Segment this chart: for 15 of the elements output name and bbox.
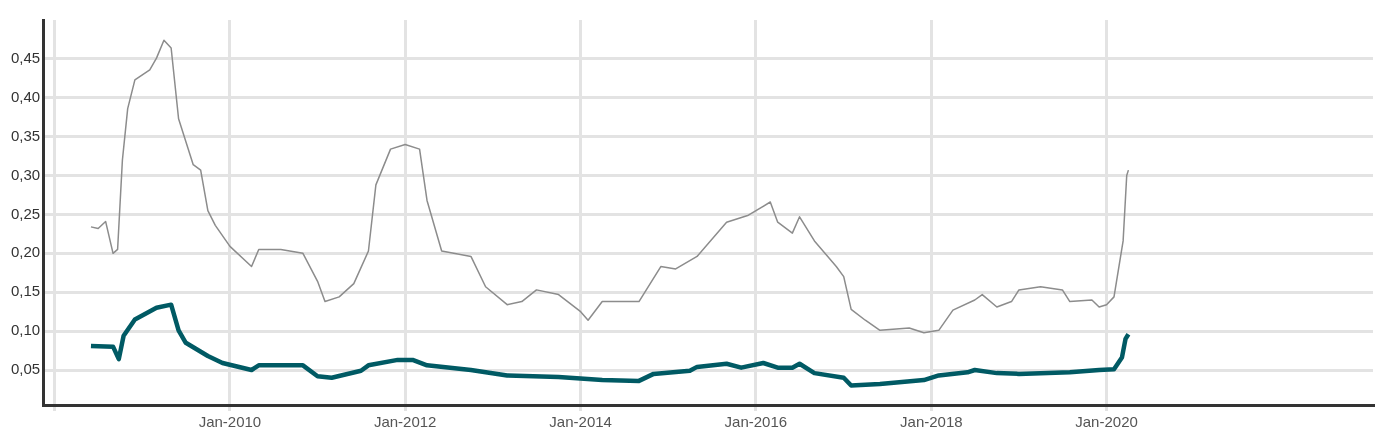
- x-tick-label: Jan-2014: [549, 413, 612, 431]
- x-tick-label: Jan-2010: [198, 413, 262, 431]
- y-tick-label: 0,20: [10, 243, 41, 261]
- y-tick-label: 0,05: [10, 360, 41, 378]
- y-tick-label: 0,30: [10, 165, 41, 183]
- y-tick-label: 0,10: [10, 321, 41, 339]
- y-tick-label: 0,15: [10, 282, 41, 300]
- x-tick-label: Jan-2012: [373, 413, 437, 431]
- x-tick-label: Jan-2018: [900, 413, 963, 431]
- y-tick-label: 0,35: [10, 126, 41, 144]
- x-tick-label: Jan-2016: [724, 413, 788, 431]
- x-tick-label: Jan-2020: [1075, 413, 1138, 431]
- y-tick-label: 0,25: [10, 204, 41, 222]
- y-tick-label: 0,40: [10, 87, 41, 105]
- y-tick-label: 0,45: [10, 49, 41, 67]
